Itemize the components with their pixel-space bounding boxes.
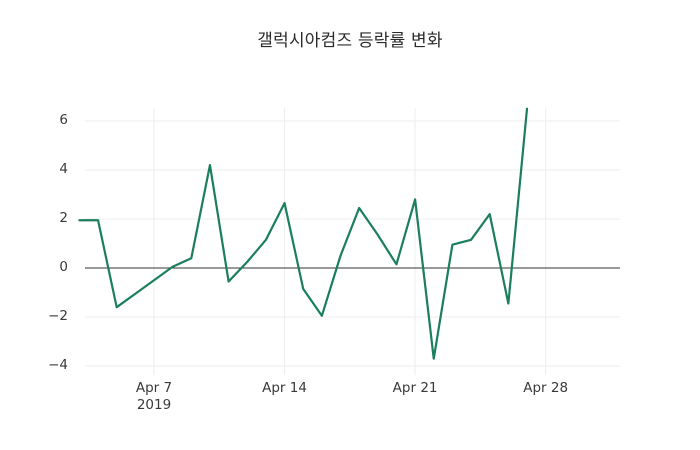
y-axis-tick-label: −2 [48,308,68,324]
x-axis-tick-year: 2019 [136,396,172,413]
y-axis-tick-label: −4 [48,357,68,373]
x-axis-tick-primary: Apr 7 [135,380,173,396]
y-axis-tick-label: 0 [59,259,68,275]
plot-area [78,107,620,375]
y-axis-tick-label: 4 [59,161,68,177]
y-axis-tick-label: 6 [59,112,68,128]
data-series-line [78,107,529,360]
chart-title: 갤럭시아컴즈 등락률 변화 [257,31,443,51]
x-axis-tick-label: Apr 7 2019 [94,380,214,414]
vertical-gridlines [153,108,547,375]
y-axis-tick-label: 2 [59,210,68,226]
x-axis-tick-primary: Apr 21 [392,380,438,396]
horizontal-gridlines [85,120,620,367]
x-axis-tick-label: Apr 21 [355,380,475,397]
x-axis-tick-label: Apr 14 [225,380,345,397]
line-chart-svg [78,107,620,375]
x-axis-tick-primary: Apr 28 [523,380,569,396]
x-axis-tick-label: Apr 28 [486,380,606,397]
x-axis-tick-primary: Apr 14 [262,380,307,396]
